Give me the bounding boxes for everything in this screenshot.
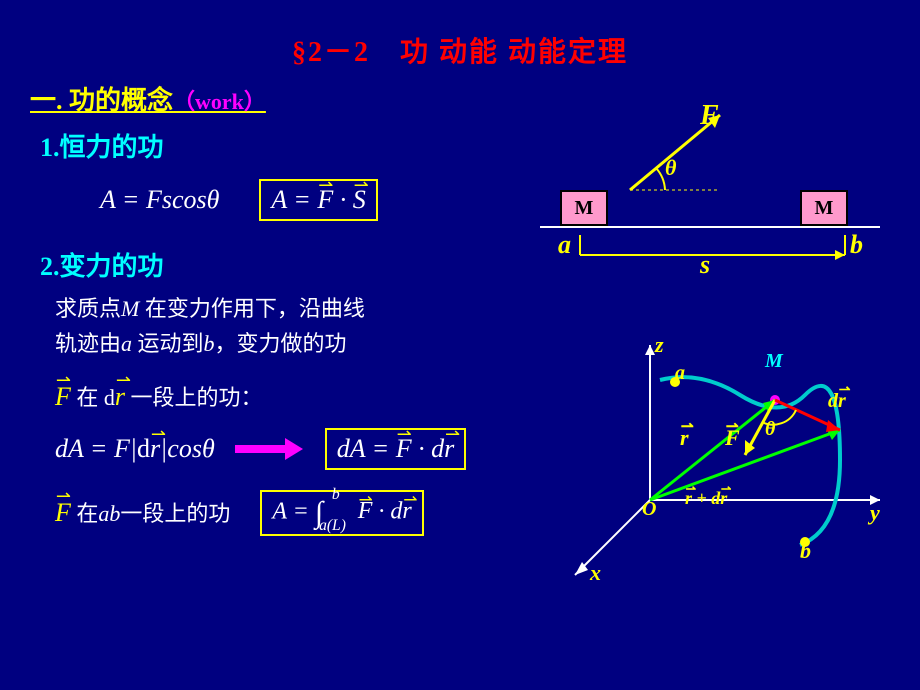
fig2-O: O [642, 498, 656, 521]
formula-1: A = Fscosθ [100, 185, 219, 215]
f2-F: F [317, 185, 333, 215]
t3r: r [115, 376, 125, 418]
f4F: F [396, 434, 412, 464]
f5a: a(L) [319, 517, 346, 534]
t1b: 在变力作用下，沿曲线 [139, 296, 365, 321]
fig1-block-2: M [800, 190, 848, 226]
f5A: A = [272, 498, 314, 524]
text-line-4: F 在ab一段上的功 [55, 492, 230, 534]
t3a: 在 d [76, 385, 115, 410]
fig2-r-v: r [680, 425, 689, 451]
f4r: r [444, 434, 454, 464]
fig2-b: b [800, 538, 811, 564]
fig2-dr-v: r [838, 390, 846, 413]
f5F: F [358, 498, 373, 525]
f3l: dA = F [55, 434, 130, 463]
fig2-theta: θ [765, 418, 775, 441]
formula-4-boxed: dA = F · dr [325, 428, 466, 470]
section-1-label: 一. 功的概念 [30, 86, 173, 115]
fig2-F: F [725, 425, 740, 451]
f5r: r [402, 498, 411, 525]
fig1-block-1: M [560, 190, 608, 226]
t2b: 运动到 [132, 331, 204, 356]
arrow-icon [235, 438, 305, 460]
fig2-z: z [655, 332, 664, 358]
fig1-F-label: F [700, 100, 719, 132]
fig2-r: r [680, 425, 689, 451]
t2a: 轨迹由 [55, 331, 121, 356]
section-1-sub: （work） [173, 89, 266, 114]
t4a: 在 [76, 501, 98, 526]
t4F: F [55, 492, 71, 534]
fig2-y: y [870, 500, 880, 526]
f2-lhs: A = [271, 185, 317, 214]
t2c: ，变力做的功 [215, 331, 347, 356]
f2-dot: · [333, 185, 353, 214]
formula-2-boxed: A = F · S [259, 179, 377, 221]
fig2-F-v: F [725, 425, 740, 451]
fig1-ground [540, 226, 880, 228]
t1M: M [121, 296, 139, 321]
fig2-x: x [590, 560, 601, 586]
figure-2: z y x O a b M r F θ dr r + dr [550, 340, 900, 620]
t4ab: ab [98, 501, 120, 526]
fig2-M: M [765, 350, 783, 373]
f4d: · d [412, 434, 445, 463]
fig1-s-label: s [700, 250, 710, 280]
fig2-a: a [675, 362, 685, 385]
formula-3: dA = F|ddrr|cosθ [55, 434, 215, 464]
fig1-theta-label: θ [665, 155, 676, 181]
formula-5-boxed: A = ∫a(L)bF · dr [260, 490, 423, 536]
f2-S: S [353, 185, 366, 215]
text-line-1: 求质点M 在变力作用下，沿曲线 [55, 291, 920, 326]
fig2-dr: dr [828, 390, 846, 413]
t4b: 一段上的功 [120, 501, 230, 526]
fig2-rpdr: r + dr [685, 488, 727, 509]
fig1-s-svg [540, 230, 890, 290]
t3F: F [55, 376, 71, 418]
fig1-b-label: b [850, 230, 863, 260]
t2-a: a [121, 331, 132, 356]
t1a: 求质点 [55, 296, 121, 321]
fig1-a-label: a [558, 230, 571, 260]
page-title: §2－2 功 动能 动能定理 [0, 0, 920, 70]
t2-b: b [204, 331, 215, 356]
figure-1: F θ M M a b s [540, 100, 890, 280]
f5b: b [332, 486, 340, 503]
f5d: · d [372, 498, 402, 524]
f4l: dA = [337, 434, 396, 463]
t3b: 一段上的功： [131, 385, 263, 410]
f3r: cosθ [167, 434, 214, 463]
